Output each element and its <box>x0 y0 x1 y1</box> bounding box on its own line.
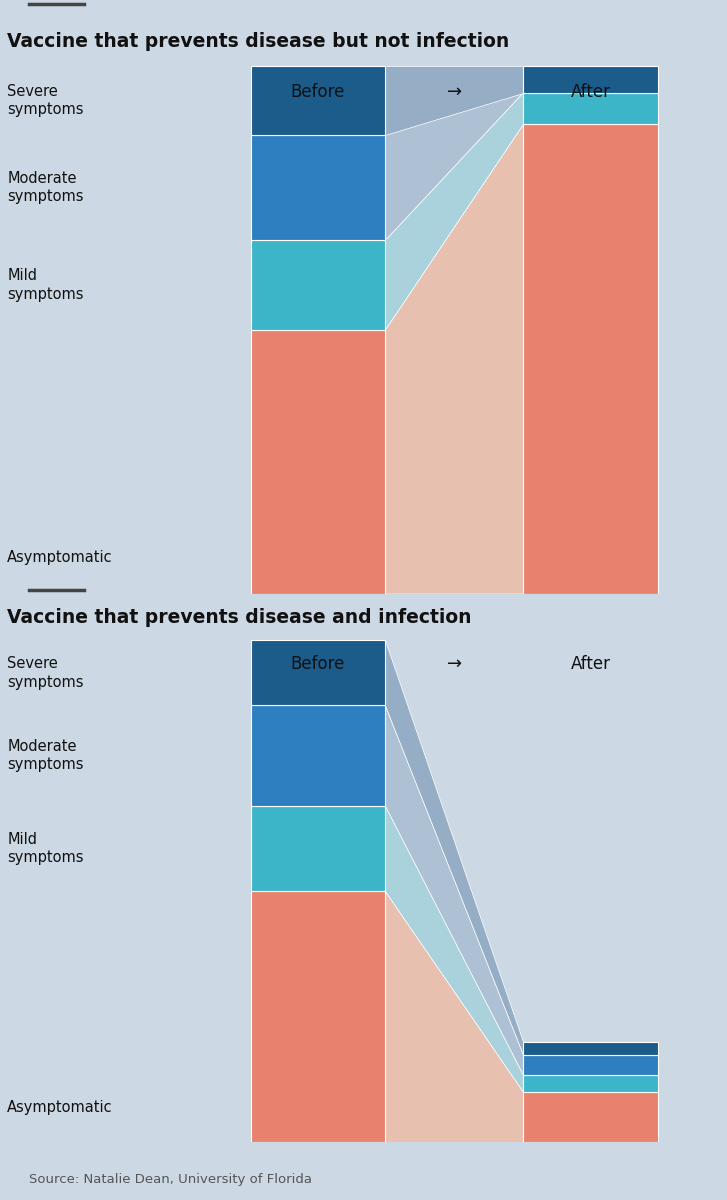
Polygon shape <box>385 66 523 134</box>
Bar <box>251 640 385 706</box>
Bar <box>523 92 658 125</box>
Bar <box>251 892 385 1142</box>
Polygon shape <box>385 92 523 330</box>
Bar <box>251 330 385 594</box>
Bar <box>523 1055 658 1075</box>
Bar <box>251 134 385 240</box>
Text: →: → <box>447 655 462 673</box>
Polygon shape <box>385 125 523 594</box>
Polygon shape <box>385 892 523 1142</box>
Text: Source: Natalie Dean, University of Florida: Source: Natalie Dean, University of Flor… <box>29 1172 312 1186</box>
Bar <box>523 125 658 594</box>
Text: Mild
symptoms: Mild symptoms <box>7 832 84 865</box>
Bar <box>251 706 385 806</box>
Text: Severe
symptoms: Severe symptoms <box>7 84 84 118</box>
Polygon shape <box>385 706 523 1075</box>
Text: Moderate
symptoms: Moderate symptoms <box>7 739 84 773</box>
Text: After: After <box>571 655 611 673</box>
Bar <box>523 1092 658 1142</box>
Bar <box>251 806 385 892</box>
Text: Vaccine that prevents disease and infection: Vaccine that prevents disease and infect… <box>7 607 472 626</box>
Polygon shape <box>385 806 523 1092</box>
Text: Severe
symptoms: Severe symptoms <box>7 656 84 690</box>
Text: Asymptomatic: Asymptomatic <box>7 1099 113 1115</box>
Bar <box>251 66 385 134</box>
Polygon shape <box>385 92 523 240</box>
Bar <box>523 1042 658 1055</box>
Text: Moderate
symptoms: Moderate symptoms <box>7 170 84 204</box>
Text: Mild
symptoms: Mild symptoms <box>7 269 84 302</box>
Bar <box>251 240 385 330</box>
Polygon shape <box>385 640 523 1055</box>
Text: →: → <box>447 83 462 101</box>
Text: Asymptomatic: Asymptomatic <box>7 550 113 564</box>
Text: Before: Before <box>291 83 345 101</box>
Bar <box>523 1075 658 1092</box>
Text: Vaccine that prevents disease but not infection: Vaccine that prevents disease but not in… <box>7 32 510 50</box>
Text: After: After <box>571 83 611 101</box>
Bar <box>523 66 658 92</box>
Text: Before: Before <box>291 655 345 673</box>
